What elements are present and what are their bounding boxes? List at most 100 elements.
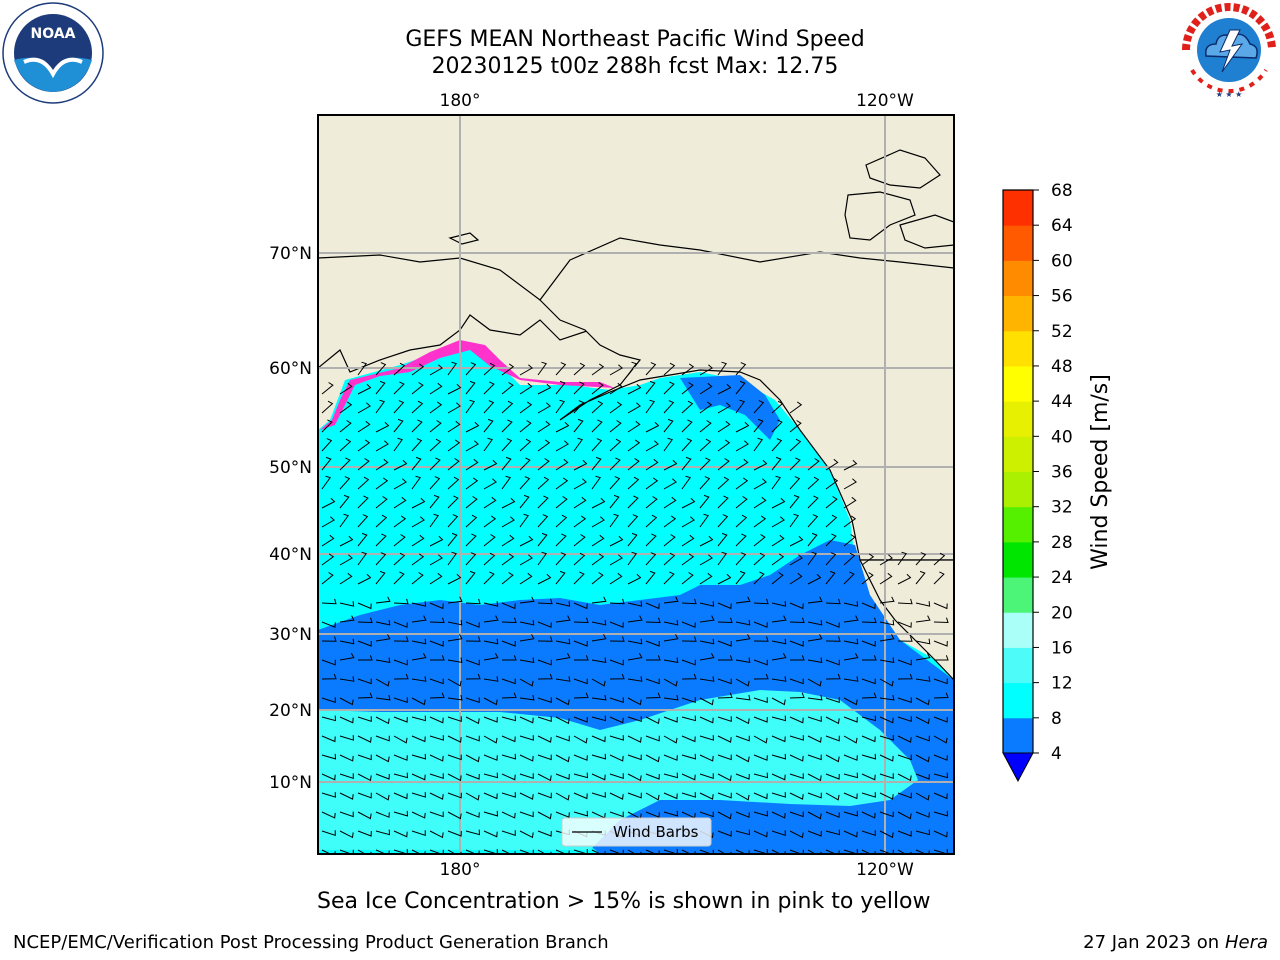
- wind-barb: [591, 678, 606, 687]
- wind-barb: [429, 554, 443, 566]
- wind-barb: [411, 811, 426, 819]
- wind-barb: [771, 601, 787, 607]
- wind-barb: [879, 792, 894, 800]
- wind-barb: [681, 534, 695, 547]
- wind-barb: [915, 829, 931, 836]
- wind-barb: [609, 621, 624, 628]
- wind-barb: [447, 361, 458, 376]
- wind-barb: [699, 420, 712, 433]
- bottom-lon-label-180: 180°: [440, 860, 481, 880]
- wind-barb: [699, 849, 714, 854]
- wind-barb: [465, 754, 480, 763]
- wind-barb: [519, 716, 534, 724]
- wind-barb: [537, 439, 551, 452]
- wind-barb: [753, 534, 766, 547]
- wind-barb: [861, 753, 877, 760]
- wind-barb: [717, 754, 732, 761]
- wind-barb: [663, 619, 679, 626]
- wind-barb: [411, 601, 427, 607]
- wind-barb: [555, 735, 570, 742]
- wind-barb: [771, 735, 786, 743]
- wind-barb: [465, 636, 481, 642]
- wind-barb: [681, 419, 693, 433]
- wind-barb: [483, 534, 496, 547]
- wind-barb: [699, 572, 713, 585]
- wind-barb: [555, 421, 570, 433]
- wind-barb: [465, 716, 480, 725]
- colorbar-segment: [1003, 612, 1033, 648]
- wind-barb: [771, 497, 786, 509]
- wind-barb: [321, 382, 334, 395]
- top-lon-label-120w: 120°W: [856, 91, 914, 111]
- wind-barb: [663, 716, 678, 723]
- wind-barb: [375, 657, 391, 664]
- wind-barb: [393, 697, 408, 703]
- wind-barb: [537, 673, 553, 680]
- wind-barb: [771, 676, 787, 682]
- wind-barb: [393, 849, 408, 854]
- wind-barb: [897, 735, 912, 743]
- wind-barb: [825, 849, 840, 854]
- graticule: [318, 115, 954, 854]
- wind-barb: [519, 457, 531, 471]
- wind-barb: [735, 829, 751, 836]
- wind-barb: [447, 754, 462, 761]
- wind-barb: [393, 810, 409, 817]
- wind-barb: [465, 421, 480, 433]
- wind-barb: [789, 792, 804, 800]
- wind-barb: [915, 615, 931, 623]
- wind-barb: [537, 697, 552, 703]
- wind-barb: [699, 615, 715, 623]
- wind-barb: [375, 754, 390, 763]
- wind-barb: [519, 735, 534, 741]
- wind-barb: [735, 496, 748, 509]
- wind-barb: [645, 811, 660, 818]
- wind-barb: [393, 496, 407, 509]
- wind-barb: [429, 692, 445, 699]
- wind-barb: [555, 496, 568, 509]
- wind-barb: [339, 615, 355, 623]
- wind-barb: [843, 754, 858, 761]
- wind-barb: [897, 551, 908, 566]
- wind-barb: [393, 437, 404, 452]
- wind-barb: [825, 773, 840, 780]
- wind-barb: [519, 678, 534, 687]
- wind-barb: [357, 678, 372, 685]
- wind-barb: [771, 638, 787, 645]
- wind-barb: [717, 773, 732, 782]
- wind-barb: [735, 773, 750, 780]
- wind-barb: [699, 401, 713, 414]
- wind-barb: [609, 476, 621, 490]
- wind-barb: [933, 754, 948, 761]
- wind-barb: [555, 716, 570, 725]
- wind-barb: [411, 456, 422, 471]
- wind-barb: [825, 792, 840, 801]
- wind-barb: [753, 515, 767, 528]
- wind-barb: [933, 640, 948, 647]
- wind-barb: [699, 735, 714, 741]
- wind-barb: [537, 621, 552, 628]
- wind-barb: [663, 810, 679, 817]
- wind-barb: [735, 458, 749, 471]
- wind-barb: [519, 830, 534, 839]
- wind-barb: [447, 657, 463, 664]
- wind-barb: [825, 477, 839, 490]
- legend-label: Wind Barbs: [613, 823, 699, 841]
- wind-barb: [897, 659, 912, 666]
- wind-barb: [879, 811, 894, 818]
- wind-barb: [663, 381, 675, 395]
- wind-barb: [897, 673, 913, 680]
- lat-label-20n: 20°N: [269, 701, 312, 721]
- wind-barb: [609, 636, 625, 642]
- wind-barb: [429, 513, 440, 528]
- arctic-island-3: [899, 214, 954, 249]
- wind-barb: [825, 570, 836, 585]
- wind-barb: [717, 495, 729, 509]
- colorbar-segment: [1003, 647, 1033, 684]
- wind-barb: [789, 773, 804, 779]
- wind-barb: [861, 849, 876, 854]
- wind-barb: [339, 401, 353, 414]
- wind-barb: [717, 361, 728, 376]
- wind-barb-legend: Wind Barbs: [561, 817, 712, 847]
- wind-barb: [843, 716, 858, 723]
